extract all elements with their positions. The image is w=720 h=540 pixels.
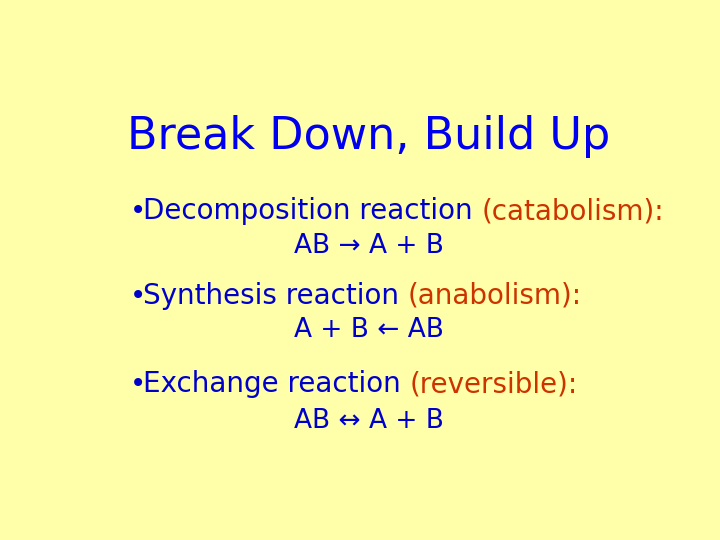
Text: A + B ← AB: A + B ← AB — [294, 318, 444, 343]
Text: •: • — [130, 282, 147, 310]
Text: (reversible):: (reversible): — [410, 370, 577, 399]
Text: Break Down, Build Up: Break Down, Build Up — [127, 115, 611, 158]
Text: AB → A + B: AB → A + B — [294, 233, 444, 259]
Text: •: • — [130, 370, 147, 399]
Text: AB ↔ A + B: AB ↔ A + B — [294, 408, 444, 434]
Text: Exchange reaction: Exchange reaction — [143, 370, 410, 399]
Text: Decomposition reaction: Decomposition reaction — [143, 197, 481, 225]
Text: •: • — [130, 197, 147, 225]
Text: (anabolism):: (anabolism): — [408, 282, 582, 310]
Text: (catabolism):: (catabolism): — [481, 197, 664, 225]
Text: Synthesis reaction: Synthesis reaction — [143, 282, 408, 310]
